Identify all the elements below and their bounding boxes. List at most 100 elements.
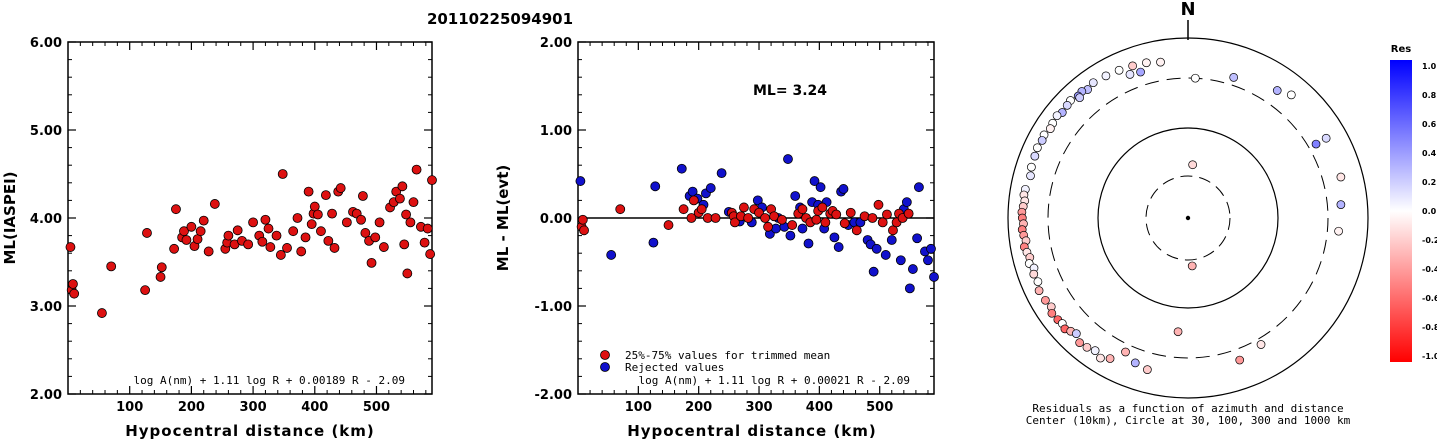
left-data-point: [323, 235, 334, 246]
rejected-point: [752, 195, 763, 206]
residual-point: [1052, 111, 1062, 121]
left-data-point: [401, 209, 411, 220]
left-data-point: [402, 268, 413, 279]
left-data-point: [408, 197, 419, 208]
residual-point: [1090, 346, 1100, 355]
colorbar-tick-label: -0.8: [1422, 323, 1437, 332]
residual-point: [1026, 171, 1035, 181]
residual-point: [1143, 365, 1152, 374]
left-data-point: [335, 183, 346, 193]
colorbar-labels: 1.0 0.8 0.6 0.4 0.2 0.0 -0.2 -0.4 -0.6 -0.8 -1.0: [1422, 62, 1437, 361]
rejected-point: [803, 238, 814, 249]
left-ytick-label: 6.00: [30, 36, 62, 51]
residual-point: [1071, 329, 1081, 338]
left-data-point: [243, 239, 254, 250]
trimmed-point: [777, 214, 787, 225]
left-data-point: [327, 208, 337, 219]
left-data-point: [186, 221, 197, 232]
rejected-point: [829, 232, 840, 243]
rejected-point: [886, 235, 897, 245]
residual-point: [1286, 90, 1296, 100]
left-data-point: [142, 228, 152, 238]
left-data-point: [300, 232, 311, 243]
left-data-point: [203, 246, 214, 257]
trimmed-point: [817, 202, 828, 213]
left-xtick-label: 300: [240, 400, 267, 415]
trimmed-point: [663, 220, 674, 230]
left-data-point: [374, 217, 385, 228]
left-data-point: [288, 226, 299, 237]
left-data-point: [195, 226, 206, 237]
colorbar-gradient: [1390, 60, 1412, 362]
trimmed-point: [743, 213, 754, 223]
legend-rejected-label: Rejected values: [625, 361, 724, 374]
residual-point: [1272, 86, 1282, 95]
rejected-point: [716, 168, 727, 179]
ring-300km: [1047, 77, 1329, 359]
left-data-point: [260, 214, 271, 225]
colorbar-title: Res: [1391, 44, 1411, 55]
rejected-point: [575, 176, 586, 186]
left-data-point: [320, 190, 331, 201]
trimmed-point: [903, 208, 914, 219]
residual-point: [1034, 286, 1044, 295]
left-x-axis-label: Hypocentral distance (km): [125, 422, 375, 440]
residual-point: [1121, 347, 1130, 357]
rejected-point: [895, 255, 906, 266]
colorbar-tick-label: -1.0: [1422, 352, 1437, 361]
left-data-point: [292, 213, 303, 223]
trimmed-point: [710, 213, 721, 223]
residual-point: [1030, 151, 1040, 161]
colorbar-tick-label: -0.4: [1422, 265, 1437, 274]
residual-point: [1156, 57, 1165, 67]
colorbar-tick-label: 0.2: [1422, 178, 1436, 187]
polar-points: [1017, 57, 1346, 374]
left-data-point: [303, 186, 314, 197]
panel-right: N Residuals as a function of azimuth and…: [1007, 0, 1369, 427]
left-data-point: [106, 261, 117, 272]
residual-point: [1088, 78, 1098, 88]
colorbar: Res 1.0 0.8 0.6 0.4 0.2 0.0 -0.2 -0.4 -0.6 -0.8 -1…: [1390, 44, 1437, 362]
rejected-point: [923, 255, 933, 266]
residual-point: [1235, 355, 1245, 365]
center-marker: [1185, 215, 1191, 221]
left-data-point: [97, 308, 107, 318]
trimmed-point: [763, 221, 773, 232]
residual-point: [1130, 358, 1140, 368]
rejected-point: [838, 184, 849, 194]
left-data-point: [405, 217, 416, 228]
trimmed-point: [877, 217, 888, 228]
trimmed-point: [760, 213, 770, 223]
residual-point: [1125, 70, 1135, 79]
middle-formula: log A(nm) + 1.11 log R + 0.00021 R - 2.0…: [638, 374, 910, 387]
residual-point: [1062, 101, 1072, 110]
left-data-point: [232, 225, 243, 236]
left-data-point: [411, 164, 422, 175]
trimmed-point: [851, 225, 862, 236]
colorbar-tick-label: -0.2: [1422, 236, 1437, 245]
left-data-point: [181, 235, 192, 245]
residual-point: [1173, 327, 1183, 337]
legend-trimmed-label: 25%-75% values for trimmed mean: [625, 349, 830, 362]
trimmed-point: [739, 202, 749, 213]
trimmed-point: [811, 214, 822, 225]
left-data-point: [265, 242, 276, 252]
left-xtick-label: 200: [178, 400, 205, 415]
residual-point: [1336, 200, 1346, 209]
rejected-point: [912, 233, 923, 244]
rejected-point: [904, 283, 915, 294]
residual-point: [1114, 65, 1124, 75]
ring-30km: [1145, 175, 1231, 261]
left-data-point: [397, 181, 408, 192]
trimmed-point: [678, 204, 689, 215]
left-data-point: [329, 243, 340, 253]
left-data-point: [422, 223, 433, 234]
left-data-point: [282, 243, 292, 253]
left-data-point: [366, 257, 377, 268]
residual-point: [1311, 139, 1321, 149]
left-data-point: [277, 169, 288, 179]
residual-point: [1037, 136, 1047, 145]
left-data-point: [155, 272, 166, 282]
middle-ytick-label: -1.00: [535, 300, 572, 315]
trimmed-point: [577, 214, 588, 225]
